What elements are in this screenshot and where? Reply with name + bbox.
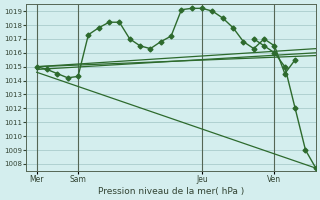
X-axis label: Pression niveau de la mer( hPa ): Pression niveau de la mer( hPa ) — [98, 187, 244, 196]
